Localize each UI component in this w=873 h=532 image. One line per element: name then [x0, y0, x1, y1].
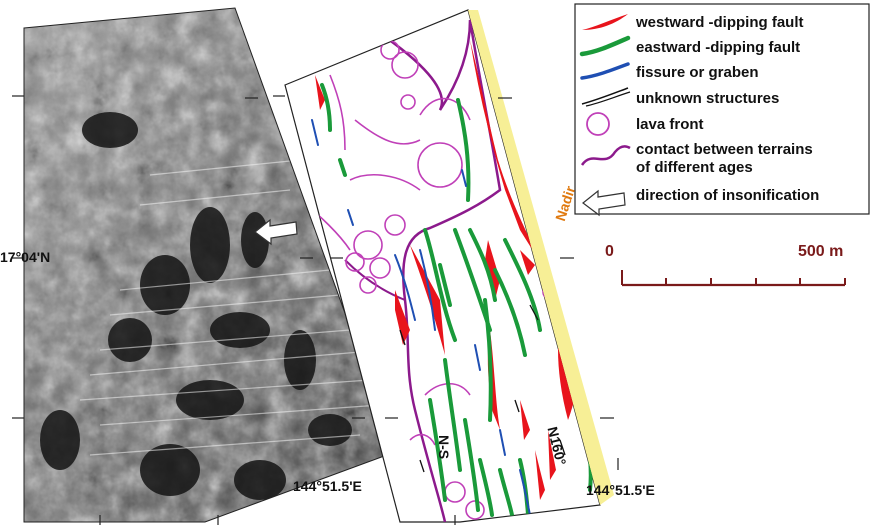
lava-fronts — [299, 40, 558, 520]
legend-label-line2: of different ages — [636, 159, 753, 176]
legend-item-westward-fault: westward -dipping fault — [582, 14, 804, 31]
legend-box — [574, 3, 870, 215]
longitude-label-right: 144°51.5'E — [586, 482, 655, 498]
eastward-faults — [320, 83, 593, 517]
contact-line — [374, 19, 502, 522]
fissures — [311, 119, 531, 516]
ns-label: N-S — [436, 435, 452, 460]
scale-bar — [621, 270, 846, 287]
right-panel-ticks — [273, 95, 619, 525]
left-panel-ticks — [12, 95, 365, 525]
legend-item-unknown: unknown structures — [581, 87, 779, 107]
longitude-label-left: 144°51.5'E — [293, 478, 362, 494]
interpretation-panel — [284, 9, 614, 523]
legend-label: fissure or graben — [636, 64, 759, 81]
sonar-panel-border — [23, 7, 396, 523]
legend-item-arrow: direction of insonification — [582, 187, 819, 217]
legend-label-line1: contact between terrains — [636, 141, 813, 158]
legend-label: westward -dipping fault — [635, 14, 804, 31]
contact-swatch — [580, 145, 631, 166]
unknown-structures — [399, 304, 566, 473]
unknown-swatch-2 — [585, 91, 631, 107]
arrow-swatch — [582, 189, 626, 217]
legend-item-eastward-fault: eastward -dipping fault — [579, 35, 800, 57]
legend-label: unknown structures — [636, 90, 779, 107]
nadir-band — [468, 10, 614, 505]
scale-start-label: 0 — [605, 243, 614, 260]
legend-item-lava-front: lava front — [586, 112, 704, 136]
legend-label: direction of insonification — [636, 187, 819, 204]
legend-label: eastward -dipping fault — [636, 39, 800, 56]
legend-item-contact: contact between terrains of different ag… — [580, 141, 813, 176]
insonification-arrow — [254, 218, 298, 246]
scale-end-label: 500 m — [798, 243, 844, 260]
legend: westward -dipping fault eastward -dippin… — [574, 3, 870, 217]
lava-front-swatch — [586, 112, 610, 136]
westward-fault-swatch — [582, 14, 628, 30]
legend-item-fissure: fissure or graben — [580, 62, 759, 81]
contact-line-branch — [344, 259, 406, 301]
fissure-swatch — [580, 62, 630, 80]
unknown-swatch — [581, 87, 629, 105]
legend-label: lava front — [636, 116, 704, 133]
latitude-label: 17°04'N — [0, 249, 51, 265]
eastward-fault-swatch — [579, 35, 631, 57]
